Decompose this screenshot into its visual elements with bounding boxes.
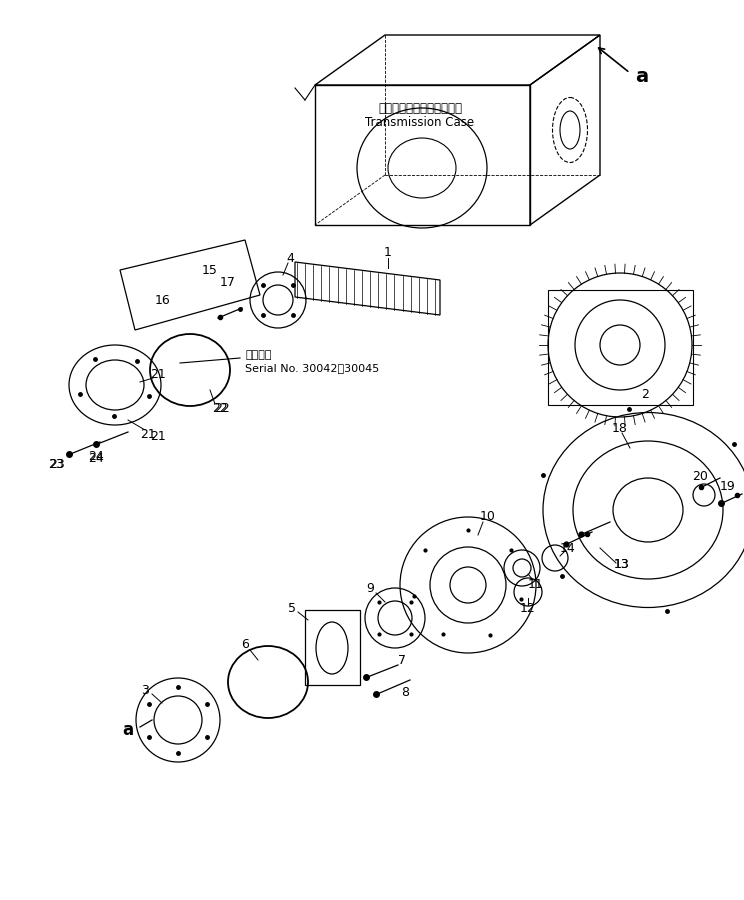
Text: 23: 23 bbox=[49, 457, 65, 471]
Text: 16: 16 bbox=[155, 293, 171, 307]
Text: 24: 24 bbox=[88, 451, 104, 464]
Text: 6: 6 bbox=[241, 638, 249, 652]
Text: 20: 20 bbox=[692, 471, 708, 483]
Text: 15: 15 bbox=[202, 264, 218, 276]
Text: Transmission Case: Transmission Case bbox=[365, 115, 475, 129]
Text: 21: 21 bbox=[140, 428, 156, 442]
Text: 8: 8 bbox=[401, 686, 409, 698]
Text: 13: 13 bbox=[614, 559, 630, 572]
Text: Serial No. 30042～30045: Serial No. 30042～30045 bbox=[245, 363, 379, 373]
Text: 13: 13 bbox=[614, 559, 630, 572]
Text: 12: 12 bbox=[520, 601, 536, 615]
Text: 24: 24 bbox=[88, 452, 104, 464]
Text: a: a bbox=[123, 721, 134, 739]
Text: 14: 14 bbox=[560, 542, 576, 554]
Text: 19: 19 bbox=[720, 481, 736, 493]
Text: 10: 10 bbox=[480, 510, 496, 524]
Text: 21: 21 bbox=[150, 368, 166, 382]
Text: 17: 17 bbox=[220, 275, 236, 289]
Text: 23: 23 bbox=[48, 458, 64, 472]
Text: 4: 4 bbox=[286, 251, 294, 265]
Text: 18: 18 bbox=[612, 421, 628, 435]
Text: 7: 7 bbox=[398, 653, 406, 667]
Text: トランスミッションケース: トランスミッションケース bbox=[378, 102, 462, 114]
Text: 5: 5 bbox=[288, 601, 296, 615]
Text: 22: 22 bbox=[214, 401, 230, 415]
Text: 21: 21 bbox=[150, 430, 166, 444]
Text: 11: 11 bbox=[528, 578, 544, 590]
Text: 9: 9 bbox=[366, 581, 374, 595]
Text: a: a bbox=[635, 68, 649, 86]
Text: 1: 1 bbox=[384, 247, 392, 259]
Text: 3: 3 bbox=[141, 683, 149, 697]
Text: 適用号機: 適用号機 bbox=[245, 350, 272, 360]
Text: 2: 2 bbox=[641, 389, 649, 401]
Text: 22: 22 bbox=[212, 401, 228, 415]
